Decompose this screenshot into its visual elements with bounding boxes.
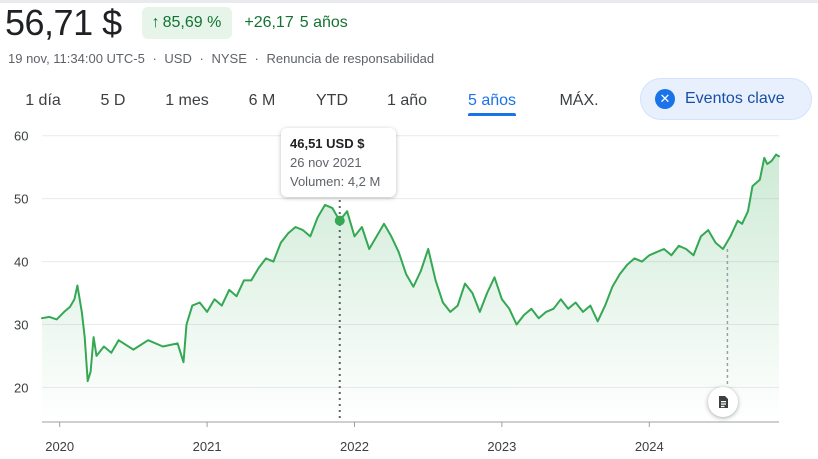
tab-5-years[interactable]: 5 años <box>467 86 517 116</box>
quote-meta: 19 nov, 11:34:00 UTC-5 · USD · NYSE · Re… <box>8 51 434 66</box>
y-tick-label: 30 <box>14 317 28 332</box>
range-tabs: 1 día 5 D 1 mes 6 M YTD 1 año 5 años MÁX… <box>0 86 620 116</box>
price-chart[interactable]: 60 50 40 30 20 2020 2021 2022 2023 2024 <box>0 120 818 459</box>
y-tick-label: 50 <box>14 192 28 207</box>
tab-1-day[interactable]: 1 día <box>25 92 61 109</box>
quote-currency: USD <box>164 51 192 66</box>
tab-max[interactable]: MÁX. <box>559 92 599 109</box>
change-period: 5 años <box>299 14 348 31</box>
current-price: 56,71 $ <box>5 2 122 43</box>
x-tick-label: 2022 <box>340 439 369 454</box>
change-percent-badge: ↑ 85,69 % <box>141 7 233 39</box>
tab-1-month[interactable]: 1 mes <box>165 92 209 109</box>
meta-separator: · <box>199 51 204 66</box>
quote-header: 56,71 $ ↑ 85,69 % +26,17 5 años <box>5 3 348 43</box>
disclaimer-link[interactable]: Renuncia de responsabilidad <box>266 51 435 66</box>
tab-6-months[interactable]: 6 M <box>248 92 276 109</box>
x-tick-label: 2021 <box>193 439 222 454</box>
x-tick-label: 2023 <box>487 439 516 454</box>
change-percent-value: 85,69 % <box>162 14 222 31</box>
tab-ytd[interactable]: YTD <box>316 92 348 109</box>
close-circle-icon: ✕ <box>655 89 675 109</box>
x-tick-label: 2024 <box>635 439 664 454</box>
tooltip-volume: Volumen: 4,2 M <box>290 174 381 189</box>
tab-5-days[interactable]: 5 D <box>100 92 126 109</box>
arrow-up-icon: ↑ <box>151 14 160 31</box>
price-line <box>41 153 780 383</box>
tooltip-date: 26 nov 2021 <box>290 155 362 170</box>
meta-separator: · <box>254 51 259 66</box>
y-tick-label: 20 <box>14 380 28 395</box>
x-tick-label: 2020 <box>45 439 74 454</box>
tab-1-year[interactable]: 1 año <box>386 92 428 109</box>
meta-separator: · <box>152 51 157 66</box>
y-tick-label: 40 <box>14 255 28 270</box>
quote-exchange: NYSE <box>211 51 247 66</box>
change-absolute: +26,17 5 años <box>244 14 347 32</box>
document-icon <box>719 396 728 408</box>
hover-point <box>334 215 345 226</box>
key-events-label: Eventos clave <box>685 90 785 107</box>
price-area-fill <box>42 154 779 422</box>
tooltip-price: 46,51 USD $ <box>290 136 365 151</box>
price-tooltip: 46,51 USD $ 26 nov 2021 Volumen: 4,2 M <box>281 128 396 197</box>
quote-timestamp: 19 nov, 11:34:00 UTC-5 <box>8 51 145 66</box>
key-events-button[interactable]: ✕ Eventos clave <box>640 78 812 120</box>
y-tick-label: 60 <box>14 129 28 144</box>
key-event-marker[interactable] <box>708 387 738 417</box>
top-divider <box>0 0 818 3</box>
change-absolute-value: +26,17 <box>244 14 294 31</box>
